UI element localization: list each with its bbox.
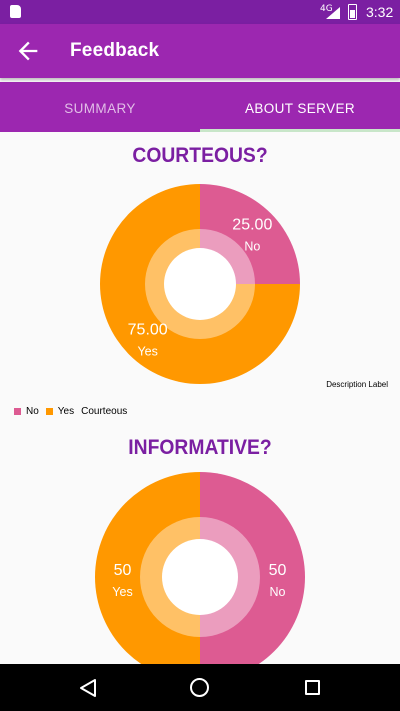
chart-legend: No Yes Courteous — [14, 406, 127, 417]
network-type: 4G — [320, 4, 333, 14]
nav-back-icon[interactable] — [79, 678, 97, 698]
slice-category-label-yes: Yes — [112, 585, 132, 599]
back-arrow-icon[interactable] — [14, 37, 42, 65]
tab-indicator — [200, 129, 400, 132]
slice-category-label-no: No — [244, 240, 260, 254]
feedback-content[interactable]: COURTEOUS? 25.00 No 75.00 Yes Description L… — [0, 132, 400, 664]
slice-value-label-yes: 75.00 — [128, 321, 168, 338]
page-title: Feedback — [70, 40, 160, 61]
legend-label-yes: Yes — [57, 406, 75, 417]
signal-icon — [326, 7, 340, 19]
legend-series-label: Courteous — [81, 406, 128, 417]
courteous-pie-chart[interactable]: 25.00 No 75.00 Yes — [0, 180, 400, 440]
chart-title-courteous: COURTEOUS? — [132, 144, 268, 167]
slice-value-label-no: 25.00 — [232, 217, 272, 234]
tab-bar: SUMMARY ABOUT SERVER — [0, 82, 400, 132]
sd-card-icon — [10, 5, 21, 18]
nav-home-icon[interactable] — [190, 678, 209, 697]
pie-center-hole — [162, 539, 238, 615]
legend-swatch-no — [14, 408, 21, 415]
status-bar: 4G 3:32 — [0, 0, 400, 24]
legend-label-no: No — [26, 406, 39, 417]
battery-icon — [348, 4, 357, 20]
app-bar: Feedback — [0, 24, 400, 78]
tab-summary[interactable]: SUMMARY — [64, 101, 136, 116]
system-nav-bar — [0, 664, 400, 711]
slice-value-label-no: 50 — [269, 562, 287, 579]
slice-category-label-no: No — [270, 585, 286, 599]
legend-swatch-yes — [45, 408, 53, 415]
pie-center-hole — [164, 248, 236, 320]
informative-pie-chart[interactable]: 50 No 50 Yes — [0, 472, 400, 664]
slice-value-label-yes: 50 — [114, 562, 132, 579]
clock: 3:32 — [366, 4, 394, 20]
tab-about-server[interactable]: ABOUT SERVER — [244, 101, 356, 116]
chart-description-label: Description Label — [326, 380, 388, 389]
slice-category-label-yes: Yes — [137, 344, 157, 358]
nav-recents-icon[interactable] — [305, 680, 320, 695]
chart-title-informative: INFORMATIVE? — [128, 436, 272, 459]
